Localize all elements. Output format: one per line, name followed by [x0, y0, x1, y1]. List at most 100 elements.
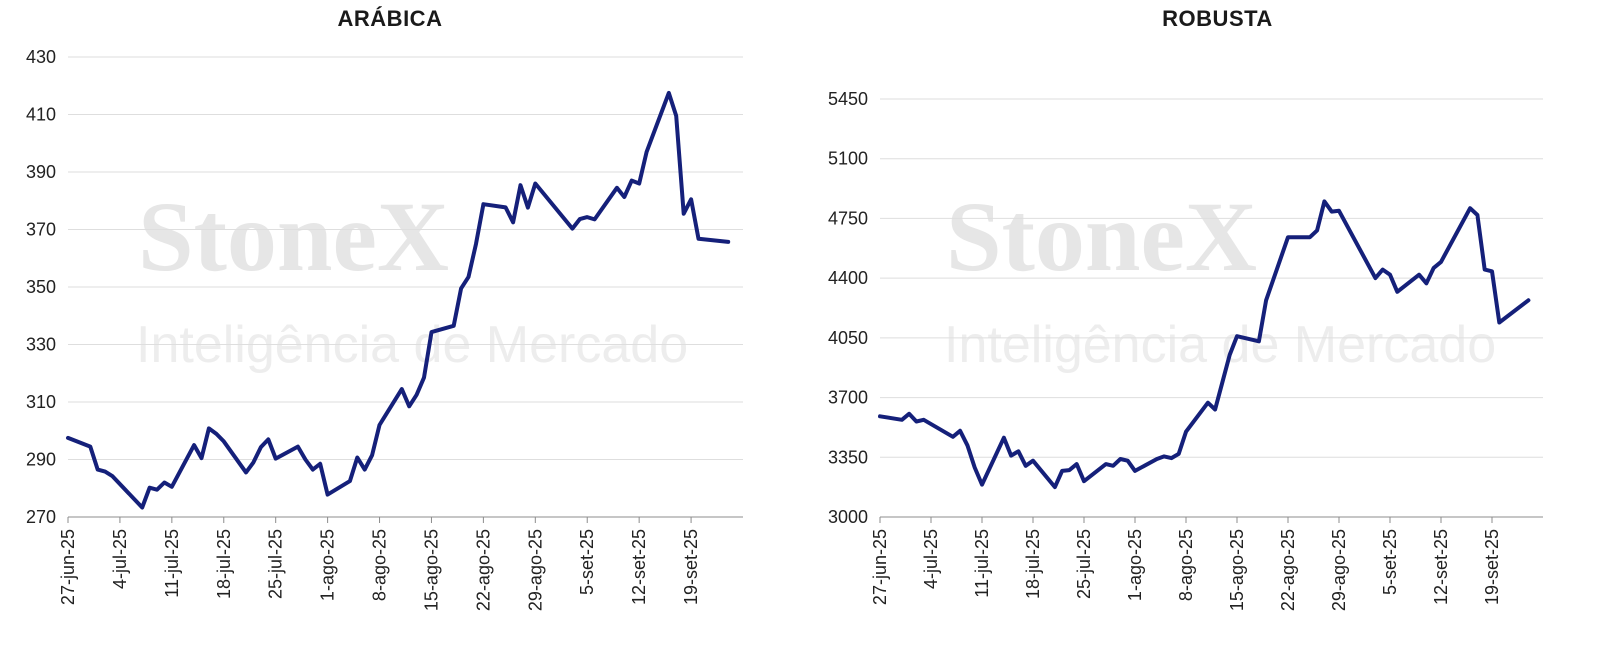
data-point [170, 485, 173, 488]
data-point [1221, 381, 1224, 384]
data-point [1432, 266, 1435, 270]
data-point [1177, 452, 1180, 456]
y-tick-label: 4750 [828, 208, 868, 228]
chart-robusta: ROBUSTA StoneX Inteligência de Mercado 3… [820, 0, 1615, 670]
data-point [259, 445, 263, 449]
data-point [348, 479, 352, 483]
data-point [1213, 408, 1217, 411]
data-point [623, 195, 626, 199]
data-point [155, 488, 159, 491]
data-point [459, 287, 463, 290]
data-point [1119, 457, 1122, 461]
data-point [1170, 456, 1173, 460]
data-point [1053, 485, 1057, 489]
data-point [1060, 469, 1064, 473]
data-point [922, 418, 925, 421]
data-point [1323, 200, 1326, 203]
data-point [682, 212, 685, 215]
data-point [1264, 299, 1268, 302]
data-point [370, 454, 374, 457]
watermark-tagline: Inteligência de Mercado [944, 316, 1496, 374]
data-point [89, 445, 92, 448]
data-point [400, 387, 403, 391]
data-point [966, 444, 969, 447]
data-point [1476, 213, 1479, 217]
data-point [141, 506, 144, 509]
data-point [1498, 321, 1501, 324]
data-point [422, 376, 426, 379]
x-tick-label: 29-ago-25 [1329, 529, 1349, 611]
data-point [252, 461, 255, 464]
data-point [578, 217, 581, 221]
data-point [467, 275, 470, 279]
data-point [148, 486, 151, 489]
data-point [222, 440, 225, 443]
x-tick-label: 27-jun-25 [58, 529, 78, 605]
data-point [200, 456, 203, 460]
x-tick-label: 12-set-25 [1431, 529, 1451, 605]
series-line [66, 90, 731, 510]
data-point [1017, 450, 1020, 453]
y-tick-label: 290 [26, 450, 56, 470]
data-point [415, 393, 418, 396]
y-tick-label: 3350 [828, 447, 868, 467]
x-tick-label: 11-jul-25 [972, 529, 992, 598]
data-point [1075, 462, 1078, 466]
data-point [586, 215, 589, 219]
x-tick-label: 27-jun-25 [870, 529, 890, 605]
data-point [103, 470, 107, 473]
x-tick-label: 18-jul-25 [214, 529, 234, 599]
data-point [1315, 229, 1319, 232]
data-point [1527, 299, 1530, 302]
data-point [452, 324, 455, 327]
y-tick-label: 390 [26, 162, 56, 182]
data-point [163, 481, 166, 484]
x-tick-label: 15-ago-25 [1227, 529, 1247, 611]
data-point [915, 420, 918, 423]
data-point [689, 198, 693, 201]
x-tick-label: 4-jul-25 [921, 529, 941, 589]
data-point [630, 179, 633, 182]
data-point [1162, 455, 1166, 458]
x-tick-label: 8-ago-25 [370, 529, 390, 601]
data-point [645, 150, 648, 154]
data-point [1468, 207, 1472, 210]
y-tick-label: 370 [26, 220, 56, 240]
data-point [973, 466, 976, 469]
x-tick-label: 1-ago-25 [1125, 529, 1145, 601]
data-point [1439, 260, 1443, 264]
data-point [363, 468, 366, 471]
watermark-brand: StoneX [138, 181, 449, 292]
y-tick-label: 310 [26, 392, 56, 412]
data-point [1155, 457, 1159, 461]
data-point [615, 186, 619, 189]
data-point [296, 445, 300, 448]
data-point [319, 462, 322, 465]
chart-title: ARÁBICA [337, 6, 443, 31]
data-point [1381, 268, 1384, 271]
data-point [1068, 468, 1071, 472]
chart-robusta-plot: StoneX Inteligência de Mercado 3000 3350 3… [828, 89, 1543, 611]
data-point [267, 438, 270, 441]
y-tick-label: 3000 [828, 507, 868, 527]
data-point [1184, 430, 1188, 433]
data-point [244, 471, 248, 474]
data-point [697, 237, 700, 240]
data-point [1133, 469, 1137, 473]
data-point [1206, 401, 1210, 404]
data-point [980, 483, 984, 486]
x-tick-label: 19-set-25 [681, 529, 701, 605]
chart-arabica-plot: StoneX Inteligência de Mercado 270290310… [26, 47, 743, 611]
x-tick-label: 12-set-25 [629, 529, 649, 605]
data-point [675, 114, 678, 118]
data-point [1388, 273, 1392, 276]
y-tick-label: 4050 [828, 328, 868, 348]
data-point [1257, 340, 1261, 343]
data-point [430, 330, 433, 334]
data-point [638, 182, 641, 185]
x-tick-label: 11-jul-25 [162, 529, 182, 598]
x-tick-label: 5-set-25 [1380, 529, 1400, 595]
x-tick-label: 22-ago-25 [1278, 529, 1298, 611]
data-point [111, 475, 114, 478]
y-tick-label: 4400 [828, 268, 868, 288]
